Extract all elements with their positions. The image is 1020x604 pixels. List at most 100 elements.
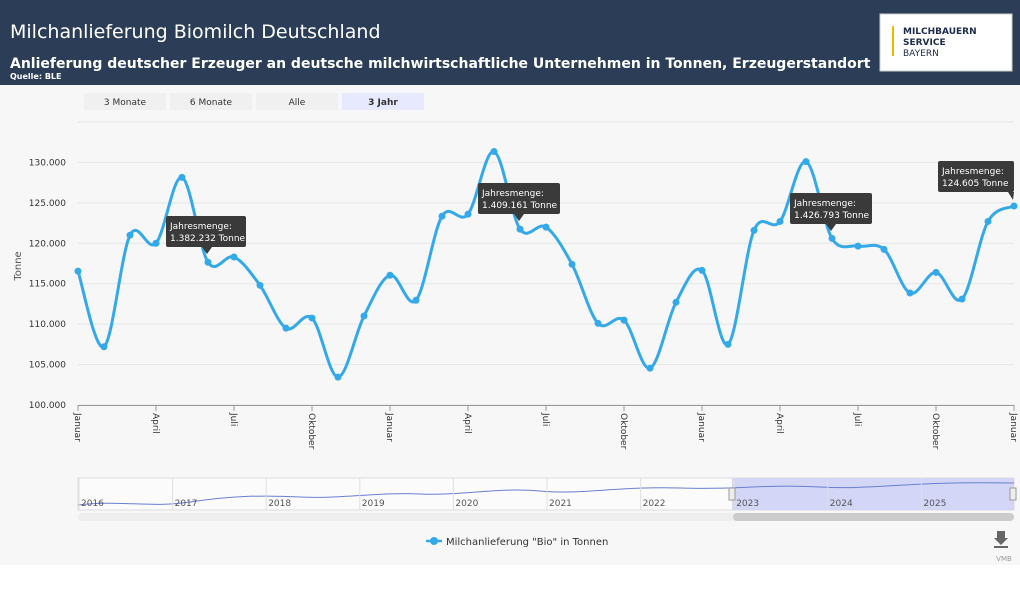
navigator-year: 2019 bbox=[362, 499, 385, 509]
navigator-year: 2017 bbox=[175, 499, 198, 509]
data-point[interactable] bbox=[802, 158, 810, 166]
navigator-year: 2024 bbox=[830, 499, 853, 509]
annotation-pointer bbox=[202, 247, 212, 254]
annotation-box bbox=[790, 193, 872, 224]
x-tick-label: April bbox=[462, 413, 472, 434]
annotation-box bbox=[478, 183, 560, 214]
data-point[interactable] bbox=[74, 267, 82, 275]
data-point[interactable] bbox=[334, 373, 342, 381]
data-point[interactable] bbox=[282, 324, 290, 332]
annotation-box bbox=[166, 216, 246, 247]
data-point[interactable] bbox=[958, 295, 966, 303]
logo-bar bbox=[892, 26, 894, 56]
data-point[interactable] bbox=[438, 212, 446, 220]
data-point[interactable] bbox=[204, 258, 212, 266]
data-point[interactable] bbox=[880, 245, 888, 253]
data-point[interactable] bbox=[256, 281, 264, 289]
logo-text: SERVICE bbox=[903, 38, 946, 48]
data-point[interactable] bbox=[542, 223, 550, 231]
data-point[interactable] bbox=[984, 217, 992, 225]
navigator-year: 2018 bbox=[268, 499, 291, 509]
logo bbox=[879, 13, 1013, 72]
y-axis-label: Tonne bbox=[13, 251, 24, 281]
navigator-year: 2020 bbox=[455, 499, 478, 509]
annotation-text: 124.605 Tonne bbox=[942, 179, 1009, 189]
data-point[interactable] bbox=[360, 312, 368, 320]
range-button-label[interactable]: Alle bbox=[289, 98, 306, 108]
subtitle: Anlieferung deutscher Erzeuger an deutsc… bbox=[10, 56, 871, 72]
y-tick-label: 120.000 bbox=[29, 239, 66, 249]
data-point[interactable] bbox=[724, 340, 732, 348]
annotation: Jahresmenge: 1.409.161 Tonne bbox=[478, 183, 560, 221]
data-point[interactable] bbox=[932, 268, 940, 276]
navigator-handle[interactable] bbox=[728, 487, 736, 501]
navigator-year: 2025 bbox=[923, 499, 946, 509]
x-tick-label: Oktober bbox=[306, 413, 316, 450]
annotation: Jahresmenge: 124.605 Tonne bbox=[938, 161, 1014, 200]
data-point[interactable] bbox=[854, 242, 862, 250]
data-point[interactable] bbox=[776, 217, 784, 225]
data-point[interactable] bbox=[386, 271, 394, 279]
navigator-year: 2022 bbox=[643, 499, 666, 509]
navigator-year: 2023 bbox=[736, 499, 759, 509]
data-point[interactable] bbox=[464, 210, 472, 218]
range-button[interactable] bbox=[342, 93, 424, 110]
x-tick-label: Juli bbox=[540, 412, 550, 426]
x-tick-label: April bbox=[774, 413, 784, 434]
y-tick-label: 105.000 bbox=[29, 361, 66, 371]
data-point[interactable] bbox=[100, 343, 108, 351]
navigator-year: 2016 bbox=[81, 499, 104, 509]
x-tick-label: Oktober bbox=[618, 413, 628, 450]
range-button-label[interactable]: 6 Monate bbox=[190, 98, 233, 108]
data-point[interactable] bbox=[1010, 202, 1018, 210]
x-tick-label: Juli bbox=[228, 412, 238, 426]
annotation-box bbox=[938, 161, 1014, 192]
y-tick-label: 115.000 bbox=[29, 280, 66, 290]
y-tick-label: 130.000 bbox=[29, 158, 66, 168]
navigator-handle[interactable] bbox=[1009, 487, 1017, 501]
data-point[interactable] bbox=[620, 316, 628, 324]
annotation-text: 1.409.161 Tonne bbox=[482, 201, 558, 211]
annotation-title: Jahresmenge: bbox=[481, 189, 544, 199]
y-tick-label: 125.000 bbox=[29, 199, 66, 209]
data-point[interactable] bbox=[308, 314, 316, 322]
data-point[interactable] bbox=[568, 260, 576, 268]
data-point[interactable] bbox=[750, 226, 758, 234]
header bbox=[0, 0, 1020, 85]
x-tick-label: Oktober bbox=[930, 413, 940, 450]
range-button[interactable] bbox=[256, 93, 338, 110]
data-point[interactable] bbox=[698, 266, 706, 274]
data-point[interactable] bbox=[152, 239, 160, 247]
annotation: Jahresmenge: 1.382.232 Tonne bbox=[166, 216, 246, 254]
range-button[interactable] bbox=[170, 93, 252, 110]
data-point[interactable] bbox=[672, 298, 680, 306]
data-point[interactable] bbox=[178, 173, 186, 181]
data-point[interactable] bbox=[646, 364, 654, 372]
x-tick-label: Januar bbox=[1008, 412, 1018, 442]
range-button-label[interactable]: 3 Jahr bbox=[368, 98, 398, 108]
data-point[interactable] bbox=[828, 234, 836, 242]
y-tick-label: 110.000 bbox=[29, 320, 66, 330]
title: Milchanlieferung Biomilch Deutschland bbox=[10, 21, 381, 43]
download-icon[interactable] bbox=[994, 531, 1008, 548]
range-button[interactable] bbox=[84, 93, 166, 110]
data-point[interactable] bbox=[230, 253, 238, 261]
data-point[interactable] bbox=[906, 289, 914, 297]
data-point[interactable] bbox=[490, 148, 498, 156]
annotation-title: Jahresmenge: bbox=[941, 167, 1004, 177]
annotation-pointer bbox=[826, 224, 836, 231]
annotation-title: Jahresmenge: bbox=[169, 222, 232, 232]
navigator-line bbox=[77, 482, 1015, 506]
data-point[interactable] bbox=[412, 296, 420, 304]
range-button-label[interactable]: 3 Monate bbox=[104, 98, 147, 108]
logo-text: MILCHBAUERN bbox=[903, 27, 977, 37]
annotation-pointer bbox=[1008, 192, 1014, 200]
scrollbar-thumb[interactable] bbox=[733, 513, 1014, 521]
data-point[interactable] bbox=[126, 231, 134, 239]
legend-label[interactable]: Milchanlieferung "Bio" in Tonnen bbox=[446, 537, 608, 548]
data-point[interactable] bbox=[594, 319, 602, 327]
annotation-pointer bbox=[514, 214, 524, 221]
data-point[interactable] bbox=[516, 225, 524, 233]
annotation: Jahresmenge: 1.426.793 Tonne bbox=[790, 193, 872, 231]
